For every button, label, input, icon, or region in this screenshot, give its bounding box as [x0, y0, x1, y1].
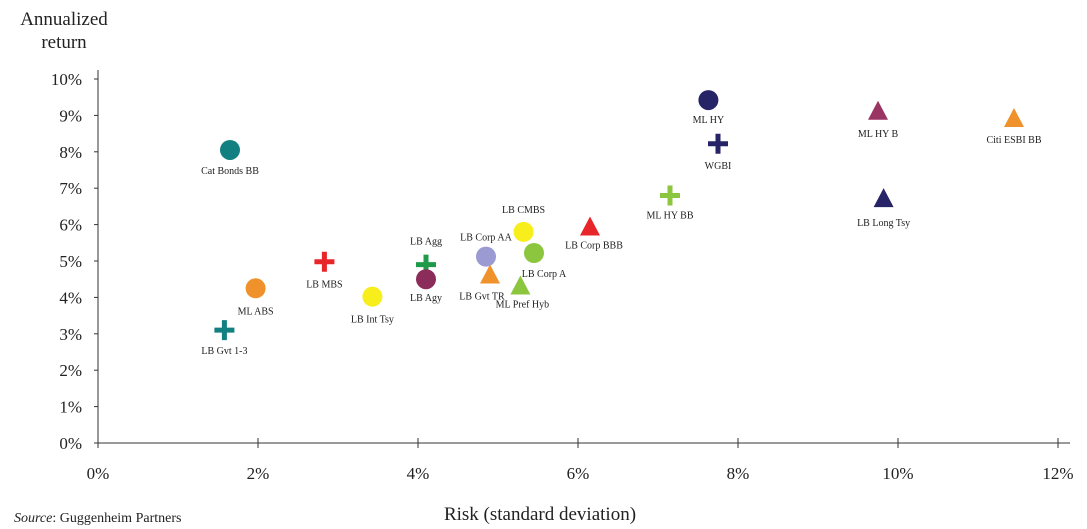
point-wgbi	[708, 133, 728, 154]
label-wgbi: WGBI	[705, 161, 732, 172]
y-tick-label: 5%	[59, 252, 82, 271]
point-citi-esbi-bb	[1004, 108, 1024, 128]
point-ml-hy-b	[868, 100, 888, 120]
label-ml-abs: ML ABS	[238, 306, 274, 317]
label-lb-corp-aa: LB Corp AA	[460, 233, 512, 244]
point-lb-gvt-tr	[480, 264, 500, 284]
axes	[94, 70, 1070, 448]
label-ml-hy: ML HY	[693, 115, 725, 126]
label-citi-esbi-bb: Citi ESBI BB	[986, 135, 1041, 146]
label-ml-pref-hyb: ML Pref Hyb	[496, 299, 550, 310]
x-tick-label: 8%	[727, 464, 750, 483]
label-lb-corp-a: LB Corp A	[522, 269, 567, 280]
label-lb-corp-bbb: LB Corp BBB	[565, 241, 623, 252]
y-tick-label: 3%	[59, 325, 82, 344]
point-lb-corp-a	[524, 242, 544, 263]
point-lb-gvt-1-3	[214, 320, 235, 341]
y-tick-label: 2%	[59, 361, 82, 380]
point-lb-agy	[416, 269, 436, 290]
x-tick-label: 0%	[87, 464, 110, 483]
point-cat-bonds-bb	[220, 139, 240, 160]
source-prefix: Source	[14, 511, 53, 526]
label-lb-mbs: LB MBS	[306, 280, 342, 291]
x-tick-label: 12%	[1042, 464, 1073, 483]
point-ml-abs	[245, 278, 266, 299]
x-tick-label: 6%	[567, 464, 590, 483]
label-cat-bonds-bb: Cat Bonds BB	[201, 166, 259, 177]
label-ml-hy-b: ML HY B	[858, 129, 899, 140]
x-tick-label: 10%	[882, 464, 913, 483]
y-axis-title-line1: Annualized	[20, 9, 108, 30]
label-lb-gvt-1-3: LB Gvt 1-3	[201, 346, 247, 357]
label-lb-int-tsy: LB Int Tsy	[351, 315, 394, 326]
label-lb-gvt-tr: LB Gvt TR	[459, 292, 505, 303]
source-text: : Guggenheim Partners	[52, 511, 182, 526]
source-note: Source: Guggenheim Partners	[14, 511, 181, 527]
x-axis-title: Risk (standard deviation)	[444, 504, 636, 525]
y-tick-label: 8%	[59, 143, 82, 162]
point-ml-pref-hyb	[510, 275, 531, 295]
y-tick-label: 9%	[59, 106, 82, 125]
point-lb-corp-aa	[476, 246, 496, 267]
y-axis-title-line2: return	[41, 32, 87, 53]
point-ml-hy-bb	[660, 185, 680, 206]
y-tick-label: 7%	[59, 179, 82, 198]
y-tick-label: 10%	[51, 70, 82, 89]
point-lb-mbs	[314, 251, 335, 272]
y-tick-label: 0%	[59, 434, 82, 453]
data-points	[214, 90, 1024, 341]
point-ml-hy	[698, 90, 719, 111]
label-lb-cmbs: LB CMBS	[502, 205, 545, 216]
point-labels: Cat Bonds BB ML ABS LB Gvt 1-3 LB MBS LB Int…	[201, 115, 1042, 357]
y-tick-label: 6%	[59, 216, 82, 235]
label-ml-hy-bb: ML HY BB	[646, 210, 693, 221]
point-lb-cmbs	[513, 221, 534, 242]
x-tick-label: 2%	[247, 464, 270, 483]
point-lb-agg	[416, 254, 436, 275]
label-lb-agg: LB Agg	[410, 237, 442, 248]
point-lb-corp-bbb	[580, 216, 600, 236]
point-lb-long-tsy	[873, 188, 894, 208]
label-lb-long-tsy: LB Long Tsy	[857, 218, 910, 229]
point-lb-int-tsy	[362, 286, 383, 307]
x-tick-label: 4%	[407, 464, 430, 483]
tick-labels: 0% 2% 4% 6% 8% 10% 12% 0% 1% 2% 3% 4% 5% 6% 7% 8% 9% 10%	[51, 70, 1074, 483]
label-lb-agy: LB Agy	[410, 293, 442, 304]
y-tick-label: 1%	[59, 398, 82, 417]
y-tick-label: 4%	[59, 288, 82, 307]
